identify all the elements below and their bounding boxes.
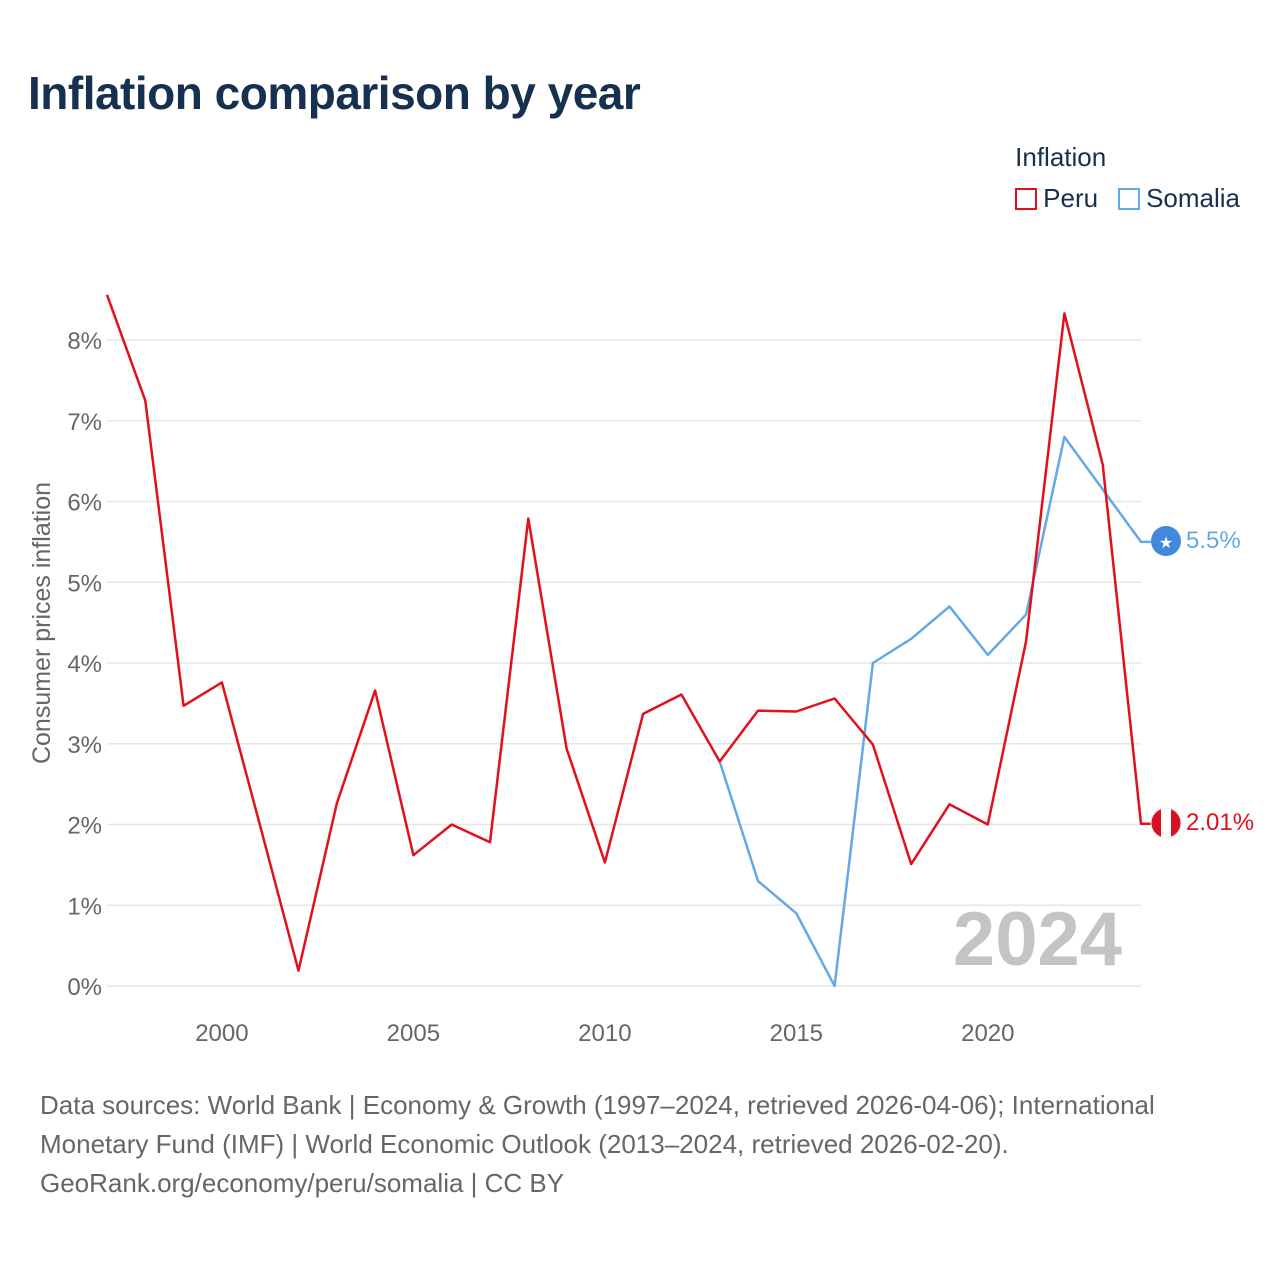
series-lines bbox=[105, 294, 1151, 988]
y-tick-label: 6% bbox=[67, 490, 102, 517]
y-tick-label: 8% bbox=[67, 328, 102, 355]
series-line-peru[interactable] bbox=[105, 294, 1151, 972]
source-note: Data sources: World Bank | Economy & Gro… bbox=[40, 1086, 1220, 1203]
end-label-peru: 2.01% bbox=[1186, 809, 1254, 836]
legend-item-somalia[interactable]: Somalia bbox=[1118, 183, 1240, 214]
y-tick-label: 7% bbox=[67, 409, 102, 436]
source-line-1: Data sources: World Bank | Economy & Gro… bbox=[40, 1090, 1155, 1120]
legend-item-peru[interactable]: Peru bbox=[1015, 183, 1098, 214]
y-tick-label: 5% bbox=[67, 570, 102, 597]
x-axis-ticks: 2000 2005 2010 2015 2020 bbox=[195, 1020, 1014, 1047]
x-tick-label: 2010 bbox=[578, 1020, 631, 1047]
y-tick-label: 1% bbox=[67, 893, 102, 920]
x-tick-label: 2000 bbox=[195, 1020, 248, 1047]
legend-label-peru: Peru bbox=[1043, 183, 1099, 213]
peru-flag-icon bbox=[1151, 808, 1181, 838]
y-tick-label: 3% bbox=[67, 732, 102, 759]
chart-title: Inflation comparison by year bbox=[28, 67, 641, 119]
x-tick-label: 2015 bbox=[770, 1020, 823, 1047]
series-line-somalia[interactable] bbox=[718, 435, 1151, 988]
x-tick-label: 2005 bbox=[387, 1020, 440, 1047]
legend-swatch-peru bbox=[1015, 187, 1038, 210]
legend: Inflation Peru Somalia bbox=[1015, 142, 1240, 214]
gridlines bbox=[107, 339, 1141, 987]
y-tick-label: 4% bbox=[67, 651, 102, 678]
y-tick-label: 2% bbox=[67, 813, 102, 840]
end-label-somalia: 5.5% bbox=[1186, 527, 1241, 554]
legend-label-somalia: Somalia bbox=[1146, 183, 1240, 213]
svg-text:★: ★ bbox=[1159, 533, 1173, 552]
somalia-flag-icon: ★ bbox=[1151, 526, 1181, 556]
year-watermark: 2024 bbox=[953, 897, 1122, 982]
y-axis-label: Consumer prices inflation bbox=[28, 482, 56, 764]
source-line-2: Monetary Fund (IMF) | World Economic Out… bbox=[40, 1129, 1009, 1159]
y-axis-ticks: 0% 1% 2% 3% 4% 5% 6% 7% 8% bbox=[67, 328, 102, 1001]
y-tick-label: 0% bbox=[67, 974, 102, 1001]
x-tick-label: 2020 bbox=[961, 1020, 1014, 1047]
legend-swatch-somalia bbox=[1118, 187, 1141, 210]
line-chart: 0%1%2%3%4%5%6%7%8% 2000 2005 2010 2015 2020 … bbox=[28, 294, 1254, 1047]
source-line-3: GeoRank.org/economy/peru/somalia | CC BY bbox=[40, 1168, 565, 1198]
legend-title: Inflation bbox=[1015, 142, 1107, 172]
